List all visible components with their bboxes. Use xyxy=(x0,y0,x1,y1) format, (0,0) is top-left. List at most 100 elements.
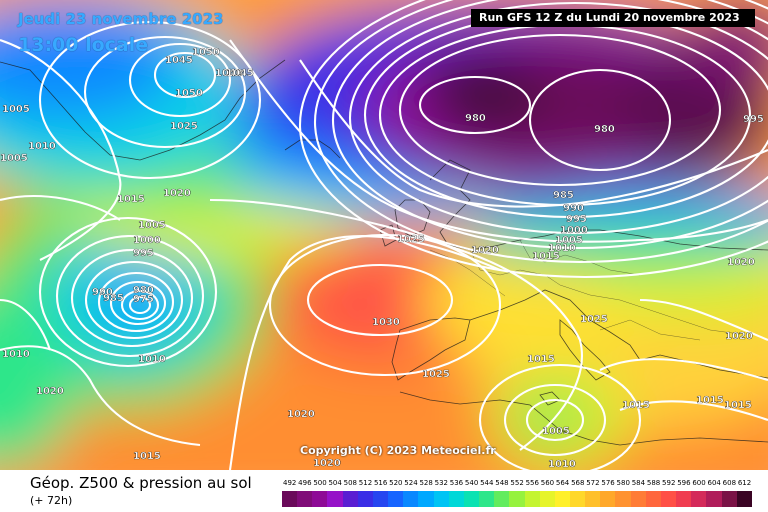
color-scale-label: 592 xyxy=(662,479,676,487)
color-scale-labels: 492 496 500 504 508 512 516 520 524 528 532 536 540 5… xyxy=(282,479,752,489)
isobar-label: 1005 xyxy=(0,153,28,164)
color-scale-label: 612 xyxy=(737,479,752,487)
isobar-label: 1005 xyxy=(542,426,570,437)
color-swatch xyxy=(418,491,434,507)
color-swatch xyxy=(524,491,540,507)
color-scale-label: 516 xyxy=(373,479,388,487)
color-scale-label: 552 xyxy=(510,479,524,487)
color-swatch xyxy=(645,491,661,507)
color-scale-label: 596 xyxy=(677,479,691,487)
color-scale-label: 540 xyxy=(464,479,479,487)
color-scale-label: 496 xyxy=(298,479,312,487)
isobar-label: 1020 xyxy=(36,386,64,397)
color-swatch xyxy=(509,491,525,507)
isobar-label: 980 xyxy=(133,285,154,296)
color-scale-label: 556 xyxy=(525,479,539,487)
color-swatch xyxy=(327,491,343,507)
isobar-label: 1050 xyxy=(192,47,220,58)
color-scale-label: 564 xyxy=(555,479,570,487)
isobar-label: 985 xyxy=(103,293,124,304)
color-scale-label: 604 xyxy=(707,479,721,487)
isobar-label: 1015 xyxy=(532,251,560,262)
isobar-label: 1015 xyxy=(622,400,650,411)
color-scale-label: 572 xyxy=(586,479,600,487)
isobar-label: 1020 xyxy=(163,188,191,199)
color-scale-label: 560 xyxy=(540,479,555,487)
color-swatch xyxy=(554,491,570,507)
isobar-label: 1030 xyxy=(372,317,400,328)
isobar-label: 1010 xyxy=(548,459,576,470)
color-swatch xyxy=(357,491,373,507)
isobar-label: 1000 xyxy=(560,225,588,236)
color-swatch xyxy=(706,491,722,507)
color-swatch xyxy=(282,491,298,507)
color-swatch xyxy=(630,491,646,507)
copyright-notice: Copyright (C) 2023 Meteociel.fr xyxy=(300,444,496,457)
color-scale-label: 584 xyxy=(631,479,646,487)
color-swatch xyxy=(297,491,313,507)
color-swatch xyxy=(736,491,752,507)
color-swatch xyxy=(312,491,328,507)
isobar-label: 980 xyxy=(465,113,486,124)
color-scale-label: 512 xyxy=(358,479,373,487)
color-scale-label: 568 xyxy=(571,479,585,487)
color-swatch xyxy=(479,491,495,507)
isobar-label: 1040 xyxy=(215,68,243,79)
color-scale-label: 524 xyxy=(404,479,418,487)
isobar-label: 985 xyxy=(553,190,574,201)
isobar-label: 1020 xyxy=(287,409,315,420)
isobar-label: 1010 xyxy=(138,354,166,365)
isobar-label: 1045 xyxy=(226,68,254,79)
color-swatch xyxy=(691,491,707,507)
isobar-label: 1025 xyxy=(397,234,425,245)
color-swatch xyxy=(342,491,358,507)
forecast-local-time: 13:00 locale xyxy=(18,34,149,56)
color-swatch xyxy=(433,491,449,507)
color-scale-label: 504 xyxy=(328,479,342,487)
field-title: Géop. Z500 & pression au sol xyxy=(30,474,252,492)
color-scale-label: 532 xyxy=(434,479,448,487)
isobar-label: 1020 xyxy=(313,458,341,469)
isobar-label: 1025 xyxy=(580,314,608,325)
isobar-label: 1010 xyxy=(548,243,576,254)
color-scale-label: 500 xyxy=(313,479,327,487)
isobar-label: 980 xyxy=(594,124,615,135)
isobar-label: 1000 xyxy=(133,235,161,246)
color-swatch xyxy=(372,491,389,507)
isobar-label: 975 xyxy=(133,294,154,305)
color-scale-label: 544 xyxy=(480,479,494,487)
color-swatch xyxy=(448,491,464,507)
color-swatch xyxy=(660,491,677,507)
color-swatch xyxy=(569,491,586,507)
isobar-label: 1015 xyxy=(724,400,752,411)
color-scale-label: 520 xyxy=(389,479,403,487)
isobar-label: 1010 xyxy=(28,141,56,152)
isobar-label: 1020 xyxy=(727,257,755,268)
isobar-label: 1045 xyxy=(165,55,193,66)
color-swatch xyxy=(494,491,510,507)
color-swatch xyxy=(463,491,480,507)
isobar-label: 1015 xyxy=(133,451,161,462)
isobar-label: 1050 xyxy=(175,88,203,99)
color-scale-label: 580 xyxy=(616,479,630,487)
color-scale-label: 548 xyxy=(495,479,509,487)
color-scale-label: 508 xyxy=(343,479,358,487)
color-swatch xyxy=(539,491,555,507)
isobar-label: 995 xyxy=(743,114,764,125)
isobar-label: 990 xyxy=(92,287,113,298)
isobar-label: 1025 xyxy=(422,369,450,380)
color-scale-label: 536 xyxy=(449,479,464,487)
color-swatch xyxy=(403,491,419,507)
isobar-label: 995 xyxy=(133,248,154,259)
color-scale-label: 492 xyxy=(283,479,297,487)
isobar-label: 1025 xyxy=(170,121,198,132)
color-swatch xyxy=(615,491,631,507)
isobar-label: 1020 xyxy=(471,245,499,256)
isobar-label: 990 xyxy=(563,203,584,214)
color-swatch xyxy=(388,491,404,507)
isobar-label: 1005 xyxy=(138,220,166,231)
isobar-label: 1015 xyxy=(527,354,555,365)
isobar-label: 1010 xyxy=(2,349,30,360)
weather-map: 1050 1045 1040 1045 1050 1025 1005 1010 … xyxy=(0,0,768,470)
isobar-label: 1005 xyxy=(555,235,583,246)
